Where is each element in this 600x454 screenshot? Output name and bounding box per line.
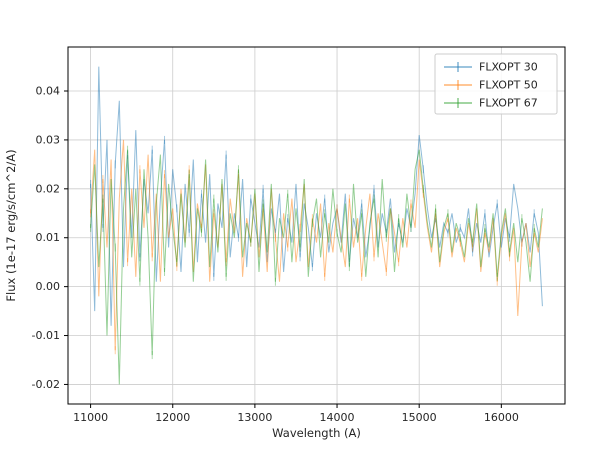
x-tick-label: 11000 (73, 411, 108, 424)
axes-spines (67, 46, 566, 405)
x-tick-label: 13000 (237, 411, 272, 424)
y-axis-label: Flux (1e-17 erg/s/cm^2/A) (4, 149, 18, 301)
legend-box (434, 53, 558, 115)
y-tick-label: 0.00 (36, 280, 61, 293)
x-tick-label: 14000 (320, 411, 355, 424)
legend-label: FLXOPT 30 (479, 61, 538, 74)
y-tick-label: 0.01 (36, 231, 61, 244)
y-tick-label: -0.02 (32, 378, 60, 391)
y-tick-label: -0.01 (32, 329, 60, 342)
y-tick-label: 0.02 (36, 182, 61, 195)
y-tick-label: 0.04 (36, 85, 61, 98)
series-line (90, 139, 543, 351)
series-line (90, 149, 543, 385)
x-tick-label: 15000 (402, 411, 437, 424)
x-tick-label: 12000 (155, 411, 190, 424)
y-tick-label: 0.03 (36, 133, 61, 146)
legend-label: FLXOPT 67 (479, 97, 538, 110)
series-line (90, 66, 543, 326)
x-axis-label: Wavelength (A) (272, 426, 361, 440)
x-tick-label: 16000 (484, 411, 519, 424)
legend-label: FLXOPT 50 (479, 79, 538, 92)
